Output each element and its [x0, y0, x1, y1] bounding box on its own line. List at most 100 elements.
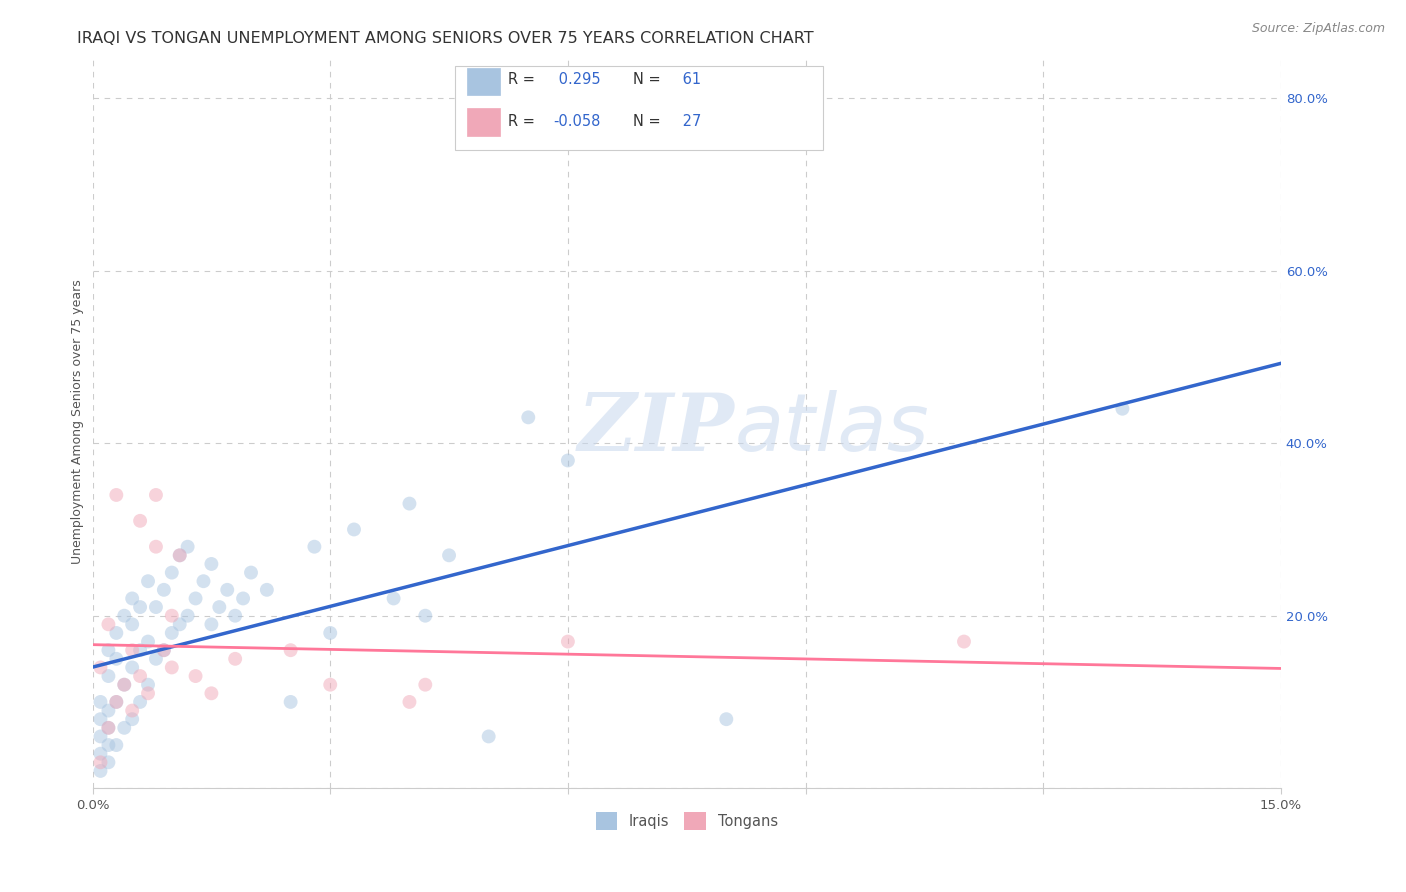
- Text: N =: N =: [633, 113, 665, 128]
- Point: [105, 738, 128, 752]
- Point: [437, 549, 460, 563]
- Point: [193, 574, 215, 589]
- Point: [97, 704, 120, 718]
- Point: [160, 660, 183, 674]
- Point: [97, 643, 120, 657]
- Point: [169, 617, 191, 632]
- Text: -0.058: -0.058: [554, 113, 600, 128]
- Point: [112, 678, 135, 692]
- Point: [136, 686, 159, 700]
- Point: [129, 514, 152, 528]
- Point: [89, 756, 111, 770]
- Point: [169, 549, 191, 563]
- Point: [97, 721, 120, 735]
- Point: [176, 608, 198, 623]
- Point: [1111, 401, 1133, 416]
- Point: [398, 695, 420, 709]
- Point: [319, 678, 342, 692]
- Point: [557, 634, 579, 648]
- Point: [382, 591, 405, 606]
- Point: [105, 626, 128, 640]
- Point: [145, 600, 167, 615]
- Point: [160, 566, 183, 580]
- Point: [160, 608, 183, 623]
- FancyBboxPatch shape: [456, 66, 824, 151]
- Point: [176, 540, 198, 554]
- Point: [145, 488, 167, 502]
- Point: [145, 540, 167, 554]
- Point: [184, 669, 207, 683]
- Point: [89, 660, 111, 674]
- Text: R =: R =: [509, 113, 540, 128]
- Point: [557, 453, 579, 467]
- Point: [89, 747, 111, 761]
- Point: [153, 643, 176, 657]
- Point: [224, 652, 246, 666]
- Point: [121, 660, 143, 674]
- Point: [153, 643, 176, 657]
- Point: [105, 488, 128, 502]
- Point: [398, 497, 420, 511]
- Point: [129, 600, 152, 615]
- Text: atlas: atlas: [734, 390, 929, 468]
- Point: [184, 591, 207, 606]
- Point: [304, 540, 326, 554]
- Point: [112, 608, 135, 623]
- Point: [200, 557, 222, 571]
- Point: [112, 678, 135, 692]
- Text: R =: R =: [509, 72, 540, 87]
- Text: ZIP: ZIP: [578, 390, 734, 467]
- FancyBboxPatch shape: [467, 68, 501, 95]
- Point: [136, 678, 159, 692]
- Point: [97, 669, 120, 683]
- Point: [343, 523, 366, 537]
- Point: [97, 738, 120, 752]
- Point: [217, 582, 239, 597]
- Point: [136, 634, 159, 648]
- Point: [89, 730, 111, 744]
- Point: [129, 669, 152, 683]
- Point: [716, 712, 738, 726]
- Text: Source: ZipAtlas.com: Source: ZipAtlas.com: [1251, 22, 1385, 36]
- Text: IRAQI VS TONGAN UNEMPLOYMENT AMONG SENIORS OVER 75 YEARS CORRELATION CHART: IRAQI VS TONGAN UNEMPLOYMENT AMONG SENIO…: [77, 31, 814, 46]
- Point: [169, 549, 191, 563]
- Point: [160, 626, 183, 640]
- Point: [224, 608, 246, 623]
- Point: [256, 582, 278, 597]
- Point: [129, 695, 152, 709]
- Point: [280, 695, 302, 709]
- Point: [97, 617, 120, 632]
- Point: [413, 678, 436, 692]
- Point: [200, 617, 222, 632]
- Y-axis label: Unemployment Among Seniors over 75 years: Unemployment Among Seniors over 75 years: [72, 279, 84, 564]
- Legend: Iraqis, Tongans: Iraqis, Tongans: [589, 806, 783, 836]
- Point: [105, 695, 128, 709]
- Point: [121, 704, 143, 718]
- Text: 27: 27: [679, 113, 702, 128]
- Point: [121, 591, 143, 606]
- Point: [121, 643, 143, 657]
- Point: [240, 566, 263, 580]
- Point: [145, 652, 167, 666]
- Point: [105, 652, 128, 666]
- Point: [208, 600, 231, 615]
- Point: [89, 764, 111, 778]
- Point: [953, 634, 976, 648]
- Point: [97, 721, 120, 735]
- Point: [478, 730, 501, 744]
- Text: 61: 61: [679, 72, 702, 87]
- Point: [200, 686, 222, 700]
- Point: [517, 410, 540, 425]
- Point: [89, 712, 111, 726]
- Point: [97, 756, 120, 770]
- Point: [105, 695, 128, 709]
- Point: [121, 712, 143, 726]
- FancyBboxPatch shape: [467, 108, 501, 136]
- Point: [129, 643, 152, 657]
- Point: [112, 721, 135, 735]
- Point: [153, 582, 176, 597]
- Point: [232, 591, 254, 606]
- Point: [319, 626, 342, 640]
- Text: N =: N =: [633, 72, 665, 87]
- Point: [121, 617, 143, 632]
